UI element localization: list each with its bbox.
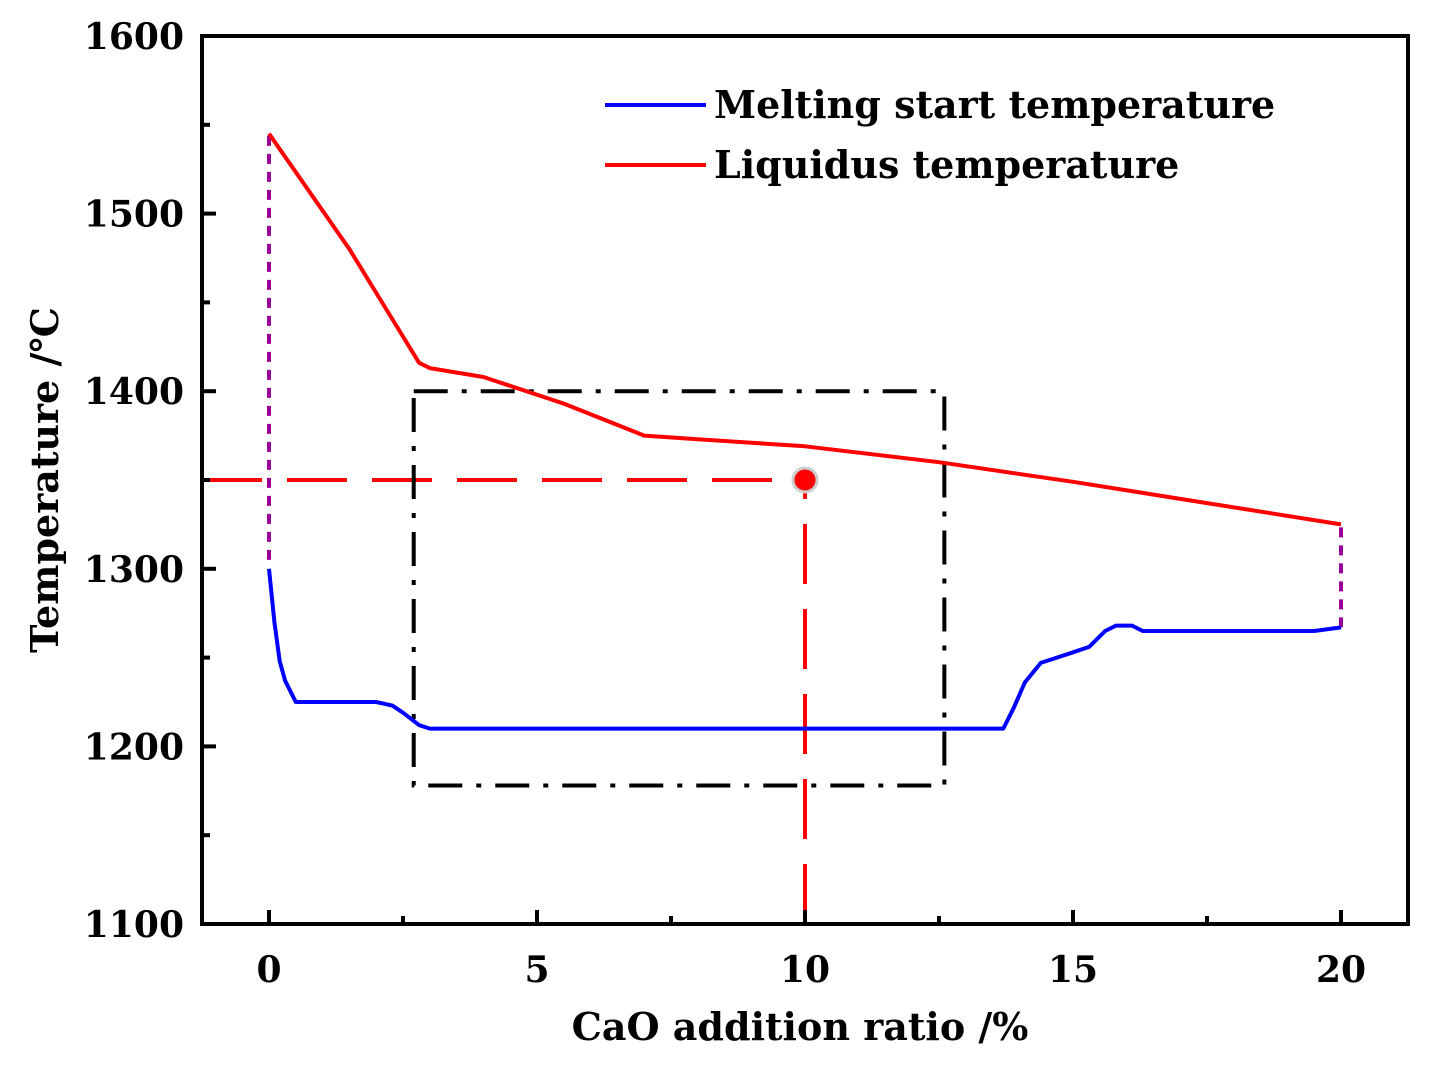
legend-label-liquidus: Liquidus temperature (714, 142, 1179, 187)
series-layer (267, 132, 1342, 731)
annotations-layer (202, 133, 1343, 924)
highlight-point (791, 466, 819, 494)
x-tick-label: 15 (1048, 949, 1098, 991)
series-liquidus-line (267, 132, 1342, 527)
x-axis-title: CaO addition ratio /% (572, 1004, 1029, 1049)
y-tick-label: 1400 (84, 371, 184, 413)
y-tick-label: 1500 (84, 194, 184, 236)
x-tick-label: 5 (524, 949, 549, 991)
y-tick-label: 1300 (84, 549, 184, 591)
dash-dot-highlight-box (411, 389, 947, 788)
x-tick-label: 10 (780, 949, 830, 991)
legend-label-melting-start: Melting start temperature (714, 82, 1275, 127)
x-tick-label: 0 (256, 949, 281, 991)
ticks-layer (202, 34, 1343, 926)
y-tick-label: 1100 (84, 904, 184, 946)
x-tick-label: 20 (1316, 949, 1366, 991)
y-tick-label: 1600 (84, 16, 184, 58)
legend: Melting start temperature Liquidus tempe… (605, 82, 1275, 187)
y-axis-title: Temperature /℃ (22, 307, 67, 653)
y-tick-label: 1200 (84, 726, 184, 768)
series-melting-start-line (267, 568, 1342, 731)
tick-labels-layer: 0 5 10 15 20 1100 1200 1300 1400 1500 1600 (84, 16, 1366, 991)
